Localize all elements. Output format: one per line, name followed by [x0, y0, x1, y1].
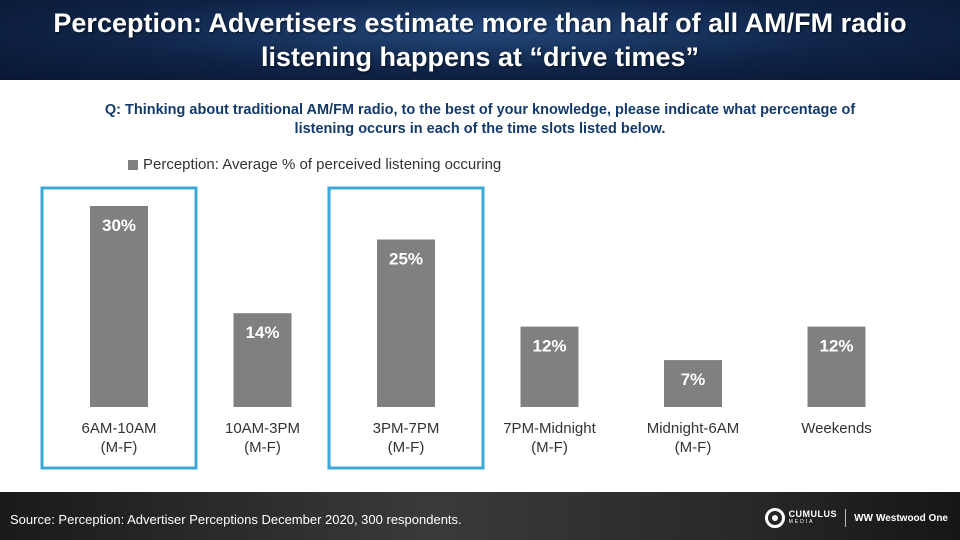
highlight-box [40, 186, 198, 470]
westwood-logo-icon: WW [854, 512, 873, 524]
data-label: 25% [389, 250, 423, 269]
category-label: 3PM-7PM [373, 420, 440, 437]
source-note: Source: Perception: Advertiser Perceptio… [10, 512, 462, 527]
logo-divider [845, 509, 847, 527]
category-label: (M-F) [101, 439, 138, 456]
westwood-logo-text: Westwood One [875, 512, 948, 524]
data-label: 14% [245, 323, 279, 342]
category-label: (M-F) [531, 439, 568, 456]
legend-swatch [128, 159, 138, 170]
category-label: 7PM-Midnight [503, 420, 596, 437]
survey-question: Q: Thinking about traditional AM/FM radi… [104, 102, 856, 137]
bar [520, 326, 579, 407]
title-bar: Perception: Advertisers estimate more th… [0, 0, 960, 80]
category-label: Midnight-6AM [647, 420, 740, 437]
category-label: 6AM-10AM [81, 420, 156, 437]
category-label: Weekends [801, 420, 872, 437]
bar [664, 360, 722, 407]
category-label: (M-F) [675, 439, 712, 456]
data-label: 12% [532, 337, 566, 356]
category-label: 10AM-3PM [225, 420, 300, 437]
category-label: (M-F) [388, 439, 425, 456]
chart-legend: Perception: Average % of perceived liste… [128, 156, 501, 173]
data-label: 30% [102, 216, 136, 235]
footer: Source: Perception: Advertiser Perceptio… [0, 492, 960, 540]
slide-title: Perception: Advertisers estimate more th… [53, 8, 907, 72]
data-label: 7% [681, 370, 706, 389]
category-label: (M-F) [244, 439, 281, 456]
bar [90, 206, 148, 407]
logos: CUMULUS MEDIA WW Westwood One [764, 508, 948, 528]
bar [233, 313, 292, 407]
bar [807, 326, 866, 407]
legend-label: Perception: Average % of perceived liste… [143, 156, 502, 173]
highlight-box [327, 186, 485, 470]
cumulus-logo-icon [764, 508, 785, 528]
bar [377, 239, 435, 407]
cumulus-logo-text: CUMULUS MEDIA [788, 509, 838, 526]
data-label: 12% [819, 337, 853, 356]
